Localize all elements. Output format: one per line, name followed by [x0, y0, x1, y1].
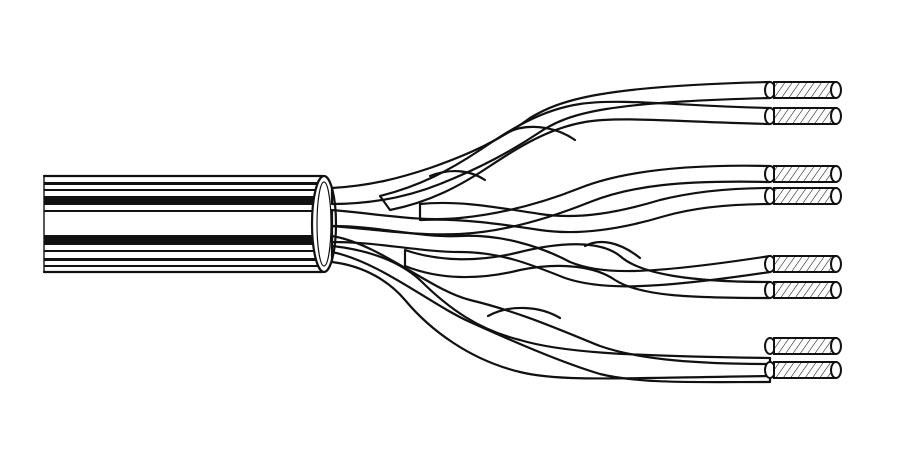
twisted-pair-2: [330, 164, 772, 236]
conductor-end-1b: [764, 107, 842, 125]
conductor-ends: [764, 81, 842, 379]
jacket-shading: [44, 182, 322, 267]
conductor-end-1a: [764, 81, 842, 99]
conductor-end-2a: [764, 165, 842, 183]
conductor-end-4b: [764, 361, 842, 379]
conductor-end-3b: [764, 281, 842, 299]
twisted-pair-4: [330, 234, 772, 384]
twisted-pair-3: [330, 224, 772, 300]
conductor-end-2b: [764, 187, 842, 205]
conductor-end-4a: [764, 337, 842, 355]
cable-jacket: [42, 174, 338, 274]
conductor-end-3a: [764, 255, 842, 273]
